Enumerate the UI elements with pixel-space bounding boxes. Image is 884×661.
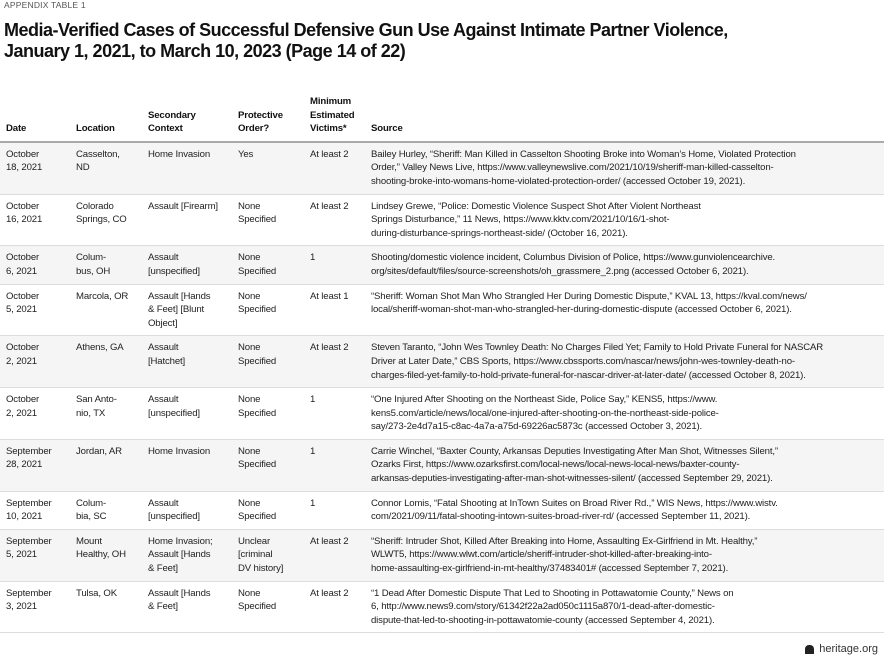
cell-protective-order: None Specified bbox=[238, 290, 277, 316]
cell-secondary-context: Assault [unspecified] bbox=[148, 497, 200, 523]
cell-protective-order: None Specified bbox=[238, 394, 277, 419]
header-date: Date bbox=[6, 123, 27, 135]
cell-date: September 10, 2021 bbox=[6, 497, 52, 523]
cell-source: Connor Lomis, “Fatal Shooting at InTown … bbox=[371, 497, 778, 523]
cell-date: September 28, 2021 bbox=[6, 445, 52, 471]
cell-protective-order: Yes bbox=[238, 148, 254, 160]
cell-protective-order: None Specified bbox=[238, 587, 277, 613]
cell-minimum-victims: 1 bbox=[310, 445, 316, 457]
cell-minimum-victims: At least 2 bbox=[310, 148, 349, 160]
cell-minimum-victims: At least 2 bbox=[310, 342, 349, 354]
header-location: Location bbox=[76, 123, 115, 135]
cell-minimum-victims: 1 bbox=[310, 252, 316, 264]
cases-table: Date Location Secondary Context Protecti… bbox=[0, 95, 884, 633]
table-row: September 3, 2021 Tulsa, OK Assault [Hands… bbox=[0, 581, 884, 633]
cell-location: Jordan, AR bbox=[76, 445, 122, 457]
cell-location: Marcola, OR bbox=[76, 290, 129, 302]
table-row: October 18, 2021 Casselton, ND Home Invasi… bbox=[0, 141, 884, 195]
cell-location: Tulsa, OK bbox=[76, 587, 117, 599]
cell-protective-order: None Specified bbox=[238, 445, 277, 471]
cell-minimum-victims: At least 2 bbox=[310, 200, 349, 212]
cell-protective-order: None Specified bbox=[238, 252, 277, 277]
table-row: October 2, 2021 San Anto- nio, TX Assault … bbox=[0, 388, 884, 440]
cell-location: Colum- bus, OH bbox=[76, 252, 111, 277]
table-header-row: Date Location Secondary Context Protecti… bbox=[0, 95, 884, 142]
cell-location: Casselton, ND bbox=[76, 148, 120, 174]
table-row: September 28, 2021 Jordan, AR Home Invasio… bbox=[0, 439, 884, 492]
cell-minimum-victims: 1 bbox=[310, 394, 316, 406]
cell-source: “1 Dead After Domestic Dispute That Led … bbox=[371, 587, 734, 626]
title-line: January 1, 2021, to March 10, 2023 (Page… bbox=[4, 41, 406, 61]
title-line: Media-Verified Cases of Successful Defen… bbox=[4, 20, 728, 40]
cell-source: “Sheriff: Intruder Shot, Killed After Br… bbox=[371, 535, 758, 575]
header-secondary-context: Secondary Context bbox=[148, 109, 196, 135]
cell-secondary-context: Assault [Hands & Feet] bbox=[148, 587, 211, 613]
cell-source: “One Injured After Shooting on the North… bbox=[371, 394, 719, 433]
table-row: October 2, 2021 Athens, GA Assault [Hatche… bbox=[0, 335, 884, 388]
cell-secondary-context: Assault [unspecified] bbox=[148, 394, 200, 419]
cell-protective-order: None Specified bbox=[238, 200, 277, 226]
page-title: Media-Verified Cases of Successful Defen… bbox=[4, 20, 728, 62]
table-row: September 10, 2021 Colum- bia, SC Assault … bbox=[0, 491, 884, 530]
cell-secondary-context: Assault [Hands & Feet] [Blunt Object] bbox=[148, 290, 211, 329]
header-protective-order: Protective Order? bbox=[238, 109, 283, 135]
cell-location: San Anto- nio, TX bbox=[76, 394, 117, 419]
table-row: October 5, 2021 Marcola, OR Assault [Hands… bbox=[0, 284, 884, 336]
table-row: October 6, 2021 Colum- bus, OH Assault [un… bbox=[0, 245, 884, 285]
cell-date: October 16, 2021 bbox=[6, 200, 43, 226]
cell-minimum-victims: At least 2 bbox=[310, 587, 349, 599]
cell-secondary-context: Assault [unspecified] bbox=[148, 252, 200, 277]
cell-date: September 5, 2021 bbox=[6, 535, 52, 561]
cell-date: October 2, 2021 bbox=[6, 394, 40, 419]
cell-minimum-victims: At least 1 bbox=[310, 290, 349, 302]
cell-minimum-victims: At least 2 bbox=[310, 535, 349, 547]
cell-source: Steven Taranto, “John Wes Townley Death:… bbox=[371, 342, 824, 381]
appendix-label: APPENDIX TABLE 1 bbox=[4, 0, 86, 10]
header-minimum-victims: Minimum Estimated Victims* bbox=[310, 96, 355, 135]
cell-location: Colorado Springs, CO bbox=[76, 200, 127, 226]
footer-brand: heritage.org bbox=[805, 643, 878, 655]
cell-secondary-context: Home Invasion bbox=[148, 148, 211, 160]
cell-minimum-victims: 1 bbox=[310, 497, 316, 509]
cell-date: October 2, 2021 bbox=[6, 342, 40, 367]
cell-protective-order: Unclear [criminal DV history] bbox=[238, 535, 284, 575]
cell-source: “Sheriff: Woman Shot Man Who Strangled H… bbox=[371, 290, 807, 316]
heritage-bell-icon bbox=[805, 644, 815, 654]
header-source: Source bbox=[371, 123, 403, 135]
cell-date: October 5, 2021 bbox=[6, 290, 40, 316]
cell-protective-order: None Specified bbox=[238, 497, 277, 523]
cell-secondary-context: Home Invasion bbox=[148, 445, 211, 457]
cell-protective-order: None Specified bbox=[238, 342, 277, 367]
cell-date: October 18, 2021 bbox=[6, 148, 43, 174]
cell-secondary-context: Home Invasion; Assault [Hands & Feet] bbox=[148, 535, 213, 575]
footer-site: heritage.org bbox=[819, 643, 878, 655]
cell-secondary-context: Assault [Firearm] bbox=[148, 200, 218, 212]
cell-source: Carrie Winchel, “Baxter County, Arkansas… bbox=[371, 445, 778, 485]
cell-location: Colum- bia, SC bbox=[76, 497, 107, 523]
cell-source: Shooting/domestic violence incident, Col… bbox=[371, 252, 776, 277]
cell-source: Lindsey Grewe, “Police: Domestic Violenc… bbox=[371, 200, 701, 239]
table-row: October 16, 2021 Colorado Springs, CO Assa… bbox=[0, 194, 884, 246]
cell-date: October 6, 2021 bbox=[6, 252, 40, 277]
cell-location: Athens, GA bbox=[76, 342, 124, 354]
cell-source: Bailey Hurley, “Sheriff: Man Killed in C… bbox=[371, 148, 796, 187]
cell-location: Mount Healthy, OH bbox=[76, 535, 126, 561]
cell-secondary-context: Assault [Hatchet] bbox=[148, 342, 186, 367]
cell-date: September 3, 2021 bbox=[6, 587, 52, 613]
table-row: September 5, 2021 Mount Healthy, OH Home I… bbox=[0, 529, 884, 582]
